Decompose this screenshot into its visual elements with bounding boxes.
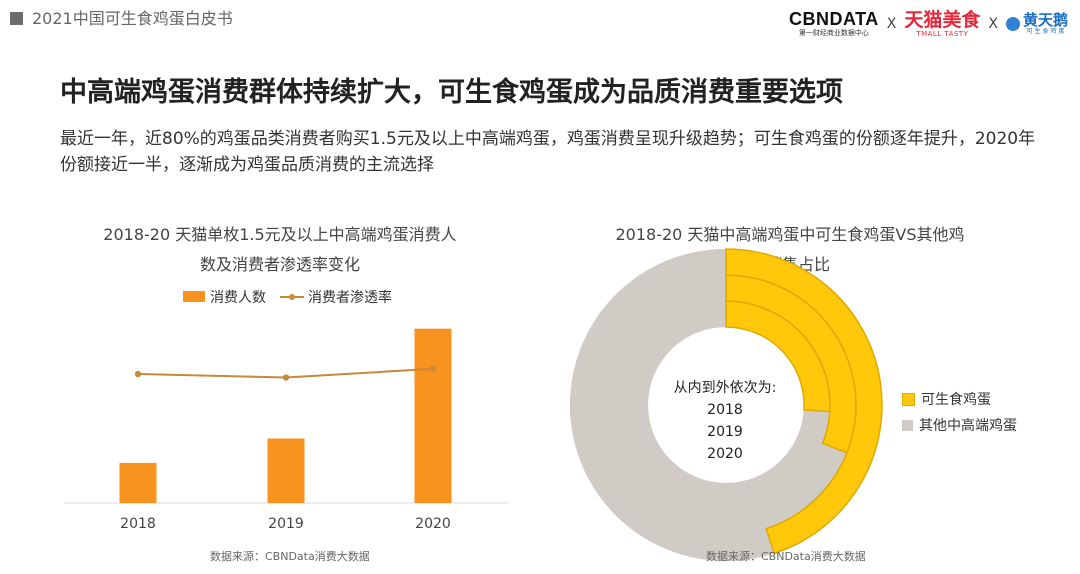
line-point: [282, 374, 290, 381]
bar-chart-title-line: 2018-20 天猫单枚1.5元及以上中高端鸡蛋消费人: [103, 225, 457, 244]
huangtiane-logo-text: 黄天鹅: [1022, 11, 1068, 29]
legend-label: 可生食鸡蛋: [921, 392, 991, 408]
tmall-tasty-logo: 天猫美食 TMALL TASTY: [904, 10, 980, 39]
donut-chart-title-line: 2018-20 天猫中高端鸡蛋中可生食鸡蛋VS其他鸡: [615, 225, 965, 244]
bar: [414, 328, 452, 503]
data-source-note: 数据来源：CBNData消费大数据: [210, 550, 370, 563]
swan-icon: [1005, 17, 1020, 31]
x-tick-label: 2018: [120, 516, 156, 532]
legend-swatch: [902, 419, 913, 431]
line-point: [134, 370, 142, 378]
cbndata-logo: CBNDATA 第一财经商业数据中心: [789, 10, 879, 38]
partner-logos: CBNDATA 第一财经商业数据中心 X 天猫美食 TMALL TASTY X …: [789, 6, 1068, 42]
bar-chart-title: 2018-20 天猫单枚1.5元及以上中高端鸡蛋消费人 数及消费者渗透率变化: [70, 220, 490, 280]
donut-slice-other: [570, 249, 775, 561]
logo-separator: X: [886, 16, 897, 32]
ring-label: 2020: [707, 446, 743, 462]
cbndata-logo-subtext: 第一财经商业数据中心: [798, 29, 869, 37]
header-marker: [10, 12, 23, 25]
legend-label: 消费者渗透率: [308, 289, 392, 306]
tmall-logo-text: 天猫美食: [904, 8, 981, 31]
data-source-note: 数据来源：CBNData消费大数据: [706, 550, 866, 563]
report-title: 2021中国可生食鸡蛋白皮书: [32, 9, 233, 28]
donut-order-note: 从内到外依次为:: [673, 380, 777, 396]
ring-label: 2018: [707, 402, 743, 418]
legend-swatch-bar: [183, 291, 205, 302]
bar: [267, 438, 305, 503]
donut-slice-raw: [725, 248, 883, 555]
legend-item-raw-egg: 可生食鸡蛋: [902, 386, 1017, 412]
legend-label: 消费人数: [210, 290, 266, 306]
ring-label: 2019: [707, 424, 743, 440]
tmall-logo-subtext: TMALL TASTY: [916, 29, 969, 38]
huangtiane-logo-subtext: 可 生 食 鸡 蛋: [1026, 28, 1065, 35]
donut-legend: 可生食鸡蛋 其他中高端鸡蛋: [902, 386, 1017, 438]
legend-label: 其他中高端鸡蛋: [919, 418, 1017, 434]
x-tick-label: 2020: [415, 516, 451, 532]
line-point: [429, 365, 437, 372]
page-description: 最近一年，近80%的鸡蛋品类消费者购买1.5元及以上中高端鸡蛋，鸡蛋消费呈现升级…: [60, 129, 1036, 175]
page-title: 中高端鸡蛋消费群体持续扩大，可生食鸡蛋成为品质消费重要选项: [60, 77, 843, 108]
x-tick-label: 2019: [268, 516, 304, 532]
bar: [119, 462, 157, 503]
legend-item-other-egg: 其他中高端鸡蛋: [902, 412, 1017, 438]
donut-center-label: 从内到外依次为: 2018 2019 2020: [660, 377, 790, 465]
legend-swatch: [902, 392, 915, 406]
bar-chart-title-line: 数及消费者渗透率变化: [199, 255, 360, 274]
cbndata-logo-text: CBNDATA: [788, 9, 879, 29]
huangtiane-logo: 黄天鹅 可 生 食 鸡 蛋: [1005, 11, 1068, 36]
legend-swatch-marker: [289, 294, 295, 300]
logo-separator: X: [988, 16, 998, 32]
